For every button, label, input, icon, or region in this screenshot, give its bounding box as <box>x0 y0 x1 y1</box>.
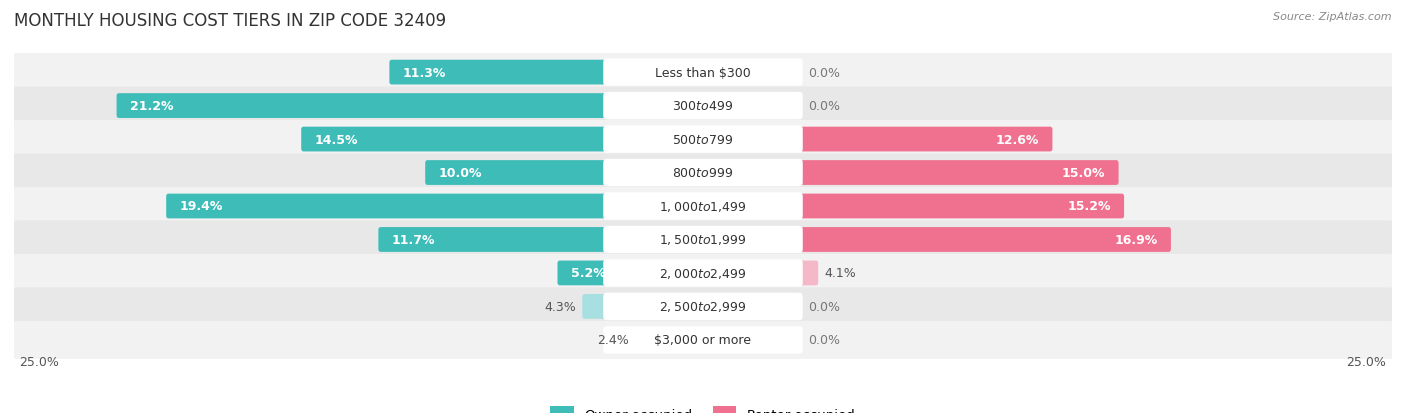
Text: 11.7%: 11.7% <box>392 233 434 247</box>
Text: 15.2%: 15.2% <box>1067 200 1111 213</box>
Text: $2,000 to $2,499: $2,000 to $2,499 <box>659 266 747 280</box>
Text: 2.4%: 2.4% <box>596 334 628 347</box>
FancyBboxPatch shape <box>603 326 803 354</box>
FancyBboxPatch shape <box>558 261 706 286</box>
Text: 0.0%: 0.0% <box>807 334 839 347</box>
Text: 19.4%: 19.4% <box>180 200 222 213</box>
FancyBboxPatch shape <box>166 194 706 219</box>
FancyBboxPatch shape <box>378 228 706 252</box>
FancyBboxPatch shape <box>13 188 1393 225</box>
Text: 25.0%: 25.0% <box>20 355 59 368</box>
FancyBboxPatch shape <box>634 328 706 352</box>
FancyBboxPatch shape <box>13 287 1393 326</box>
FancyBboxPatch shape <box>700 127 1053 152</box>
FancyBboxPatch shape <box>700 261 818 286</box>
FancyBboxPatch shape <box>603 193 803 220</box>
FancyBboxPatch shape <box>700 194 1123 219</box>
FancyBboxPatch shape <box>117 94 706 119</box>
Text: $3,000 or more: $3,000 or more <box>655 334 751 347</box>
FancyBboxPatch shape <box>13 87 1393 126</box>
Text: 21.2%: 21.2% <box>129 100 173 113</box>
FancyBboxPatch shape <box>603 126 803 153</box>
FancyBboxPatch shape <box>603 226 803 254</box>
Text: 14.5%: 14.5% <box>315 133 359 146</box>
Text: Less than $300: Less than $300 <box>655 66 751 79</box>
Text: 15.0%: 15.0% <box>1062 166 1105 180</box>
Text: 0.0%: 0.0% <box>807 66 839 79</box>
Text: $1,500 to $1,999: $1,500 to $1,999 <box>659 233 747 247</box>
Text: 5.2%: 5.2% <box>571 267 606 280</box>
FancyBboxPatch shape <box>389 61 706 85</box>
FancyBboxPatch shape <box>13 54 1393 92</box>
Text: $500 to $799: $500 to $799 <box>672 133 734 146</box>
Text: MONTHLY HOUSING COST TIERS IN ZIP CODE 32409: MONTHLY HOUSING COST TIERS IN ZIP CODE 3… <box>14 12 446 30</box>
FancyBboxPatch shape <box>603 293 803 320</box>
FancyBboxPatch shape <box>13 221 1393 259</box>
FancyBboxPatch shape <box>301 127 706 152</box>
FancyBboxPatch shape <box>700 161 1119 185</box>
Legend: Owner-occupied, Renter-occupied: Owner-occupied, Renter-occupied <box>546 401 860 413</box>
Text: 10.0%: 10.0% <box>439 166 482 180</box>
FancyBboxPatch shape <box>13 321 1393 359</box>
FancyBboxPatch shape <box>603 59 803 87</box>
Text: 4.3%: 4.3% <box>544 300 576 313</box>
FancyBboxPatch shape <box>13 254 1393 292</box>
FancyBboxPatch shape <box>700 228 1171 252</box>
FancyBboxPatch shape <box>603 260 803 287</box>
FancyBboxPatch shape <box>13 121 1393 159</box>
FancyBboxPatch shape <box>603 159 803 187</box>
Text: $1,000 to $1,499: $1,000 to $1,499 <box>659 199 747 214</box>
Text: 0.0%: 0.0% <box>807 100 839 113</box>
FancyBboxPatch shape <box>13 154 1393 192</box>
Text: 0.0%: 0.0% <box>807 300 839 313</box>
Text: $2,500 to $2,999: $2,500 to $2,999 <box>659 300 747 313</box>
FancyBboxPatch shape <box>425 161 706 185</box>
Text: 25.0%: 25.0% <box>1347 355 1386 368</box>
FancyBboxPatch shape <box>582 294 706 319</box>
Text: 4.1%: 4.1% <box>824 267 856 280</box>
Text: 11.3%: 11.3% <box>402 66 446 79</box>
FancyBboxPatch shape <box>603 93 803 120</box>
Text: $800 to $999: $800 to $999 <box>672 166 734 180</box>
Text: 12.6%: 12.6% <box>995 133 1039 146</box>
Text: Source: ZipAtlas.com: Source: ZipAtlas.com <box>1274 12 1392 22</box>
Text: $300 to $499: $300 to $499 <box>672 100 734 113</box>
Text: 16.9%: 16.9% <box>1115 233 1157 247</box>
